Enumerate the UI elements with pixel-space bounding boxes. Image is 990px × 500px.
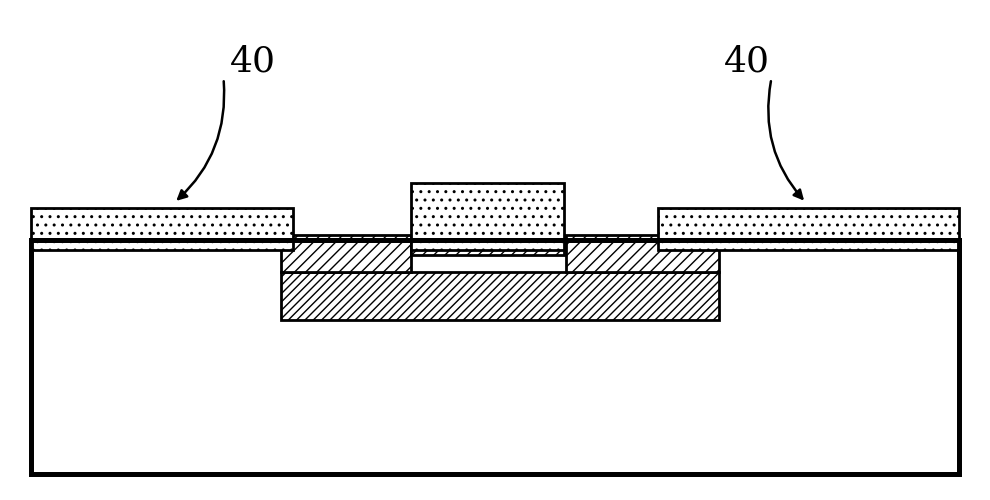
Text: 40: 40 xyxy=(230,44,276,78)
Bar xyxy=(281,235,411,273)
Bar xyxy=(31,240,959,474)
Text: 40: 40 xyxy=(724,44,770,78)
Bar xyxy=(411,183,564,250)
Bar xyxy=(31,240,959,474)
Bar xyxy=(658,208,959,250)
Bar xyxy=(281,272,719,320)
Bar xyxy=(566,235,719,273)
Bar xyxy=(411,235,564,255)
Bar xyxy=(31,208,293,250)
